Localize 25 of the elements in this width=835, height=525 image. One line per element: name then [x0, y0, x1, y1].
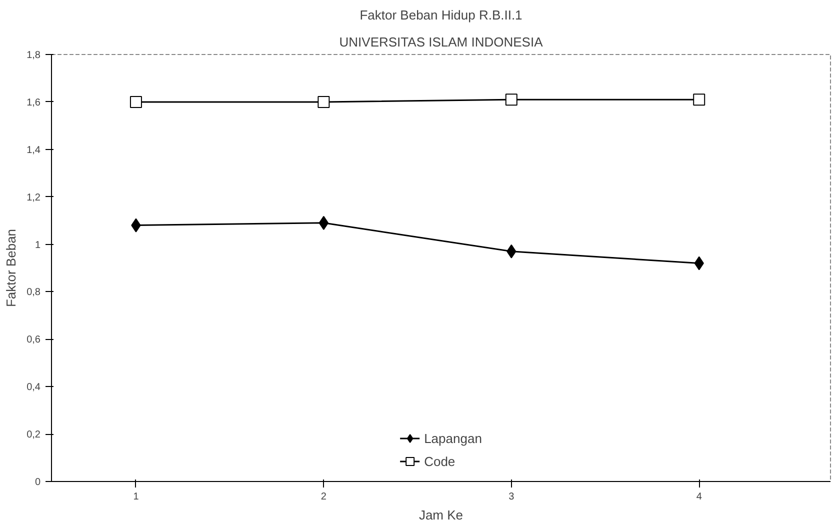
y-tick-label: 1,4 [26, 144, 41, 156]
y-tick-label: 0,2 [26, 430, 41, 441]
chart-subtitle: UNIVERSITAS ISLAM INDONESIA [339, 34, 544, 50]
y-tick-label: 1,8 [26, 50, 41, 61]
y-tick-label: 1 [34, 240, 41, 251]
y-axis-title: Faktor Beban [4, 228, 19, 308]
legend-label: Code [424, 454, 456, 468]
point [693, 94, 706, 106]
y-tick-label: 1,6 [26, 97, 41, 108]
x-tick-label: 2 [320, 492, 327, 502]
y-tick-label: 1,2 [26, 192, 41, 204]
y-tick-label: 0,6 [26, 334, 41, 346]
x-tick-label: 1 [133, 492, 140, 502]
x-tick-label: 3 [508, 492, 515, 502]
point [318, 216, 329, 230]
y-tick-label: 0 [34, 477, 41, 488]
x-axis-title: Jam Ke [418, 508, 464, 522]
x-tick-label: 4 [696, 492, 702, 502]
y-tick-label: 0,4 [26, 382, 41, 394]
chart-title: Faktor Beban Hidup R.B.II.1 [360, 8, 522, 22]
legend-label: Lapangan [424, 430, 482, 446]
point [505, 94, 518, 106]
point [130, 96, 142, 108]
point [318, 96, 330, 108]
y-tick-label: 0,8 [26, 287, 41, 298]
